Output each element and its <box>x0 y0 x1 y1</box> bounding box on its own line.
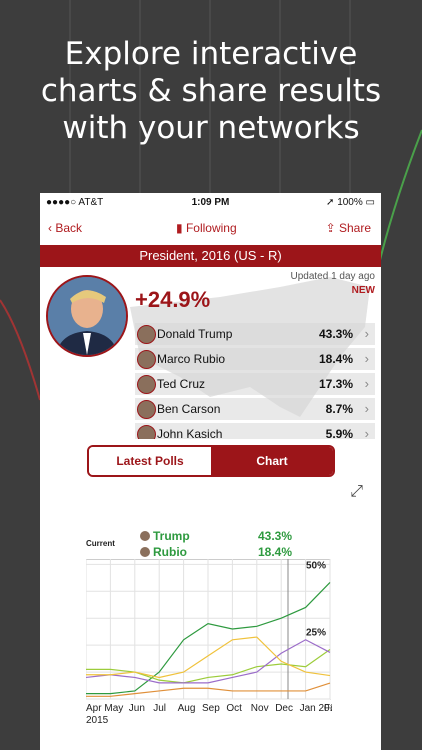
candidate-avatar-icon <box>137 425 156 439</box>
back-button[interactable]: ‹ Back <box>48 221 82 235</box>
series-line <box>86 636 331 679</box>
series-line <box>86 582 331 695</box>
lead-margin: +24.9% <box>135 287 211 312</box>
candidate-name: Ben Carson <box>157 402 221 416</box>
headline: Explore interactive charts & share resul… <box>0 36 422 147</box>
bookmark-icon: ▮ <box>176 221 186 235</box>
candidate-percent: 5.9% <box>325 427 353 439</box>
candidate-avatar-icon <box>140 547 150 557</box>
legend-name: Rubio <box>153 545 187 559</box>
x-tick-label: Apr <box>86 703 102 714</box>
series-line <box>86 682 331 697</box>
candidate-avatar-icon <box>137 325 156 344</box>
phone-screen: ●●●●○ AT&T 1:09 PM ➚ 100% ▭ ‹ Back ▮ Fol… <box>40 193 381 750</box>
x-tick-label: Dec <box>275 703 293 714</box>
candidate-row[interactable]: Ben Carson 8.7% › <box>135 398 375 420</box>
x-year-label: 2015 <box>86 715 109 726</box>
headline-line-3: with your networks <box>62 110 360 146</box>
tab-latest-polls[interactable]: Latest Polls <box>89 447 211 475</box>
candidate-avatar-icon <box>137 350 156 369</box>
legend-name: Trump <box>153 529 190 543</box>
following-button[interactable]: ▮ Following <box>176 221 237 235</box>
candidate-percent: 8.7% <box>325 402 353 416</box>
series-line <box>85 639 331 684</box>
battery-level: 100% <box>337 197 363 208</box>
chevron-left-icon: ‹ <box>48 221 56 235</box>
candidate-percent: 17.3% <box>318 377 353 391</box>
clock: 1:09 PM <box>191 197 230 208</box>
x-tick-label: Oct <box>226 703 242 714</box>
expand-icon[interactable]: ⤢ <box>350 483 363 500</box>
following-label: Following <box>185 221 237 235</box>
legend-row: Rubio 18.4% <box>140 545 350 561</box>
share-label: Share <box>338 221 371 235</box>
x-tick-label: Nov <box>251 703 269 714</box>
x-tick-label: Sep <box>202 703 220 714</box>
x-tick-label: Jan 2016 <box>300 703 332 714</box>
battery: ➚ 100% ▭ <box>326 197 375 208</box>
legend-value: 18.4% <box>258 545 293 559</box>
legend-value: 43.3% <box>258 529 293 543</box>
y-tick-label: 50% <box>306 560 326 571</box>
chevron-right-icon: › <box>364 401 369 416</box>
headline-line-1: Explore interactive <box>64 36 358 72</box>
x-tick-label: Feb <box>324 703 332 714</box>
share-icon: ⇪ <box>325 221 339 235</box>
x-tick-label: Aug <box>178 703 196 714</box>
x-tick-label: May <box>104 703 123 714</box>
candidate-avatar[interactable] <box>46 275 128 357</box>
candidate-name: Ted Cruz <box>157 377 206 391</box>
headline-line-2: charts & share results <box>40 73 382 109</box>
carrier: ●●●●○ AT&T <box>46 197 104 208</box>
candidate-avatar-icon <box>137 400 156 419</box>
candidate-percent: 43.3% <box>318 327 353 341</box>
share-button[interactable]: ⇪ Share <box>326 221 371 235</box>
results-panel: +24.9% Updated 1 day ago NEW Donald Trum… <box>40 267 381 439</box>
candidate-row[interactable]: Marco Rubio 18.4% › <box>135 348 375 370</box>
view-toggle: Latest Polls Chart <box>87 445 335 477</box>
candidate-percent: 18.4% <box>318 352 353 366</box>
candidate-avatar-icon <box>137 375 156 394</box>
chevron-right-icon: › <box>364 326 369 341</box>
chart-legend: Current Trump 43.3% Rubio 18.4% <box>86 529 346 565</box>
chevron-right-icon: › <box>364 351 369 366</box>
chevron-right-icon: › <box>364 376 369 391</box>
new-badge: NEW <box>351 285 375 296</box>
tab-chart[interactable]: Chart <box>211 447 333 475</box>
candidate-name: Donald Trump <box>157 327 233 341</box>
candidate-row[interactable]: John Kasich 5.9% › <box>135 423 375 439</box>
chevron-right-icon: › <box>364 426 369 439</box>
candidate-row[interactable]: Ted Cruz 17.3% › <box>135 373 375 395</box>
candidate-avatar-icon <box>140 531 150 541</box>
back-label: Back <box>55 221 83 235</box>
race-title: President, 2016 (US - R) <box>40 245 381 267</box>
candidate-photo-icon <box>48 277 126 355</box>
candidate-row[interactable]: Donald Trump 43.3% › <box>135 323 375 345</box>
x-tick-label: Jun <box>129 703 145 714</box>
status-bar: ●●●●○ AT&T 1:09 PM ➚ 100% ▭ <box>40 193 381 211</box>
x-tick-label: Jul <box>153 703 166 714</box>
candidate-name: Marco Rubio <box>157 352 226 366</box>
candidate-name: John Kasich <box>157 427 223 439</box>
current-label: Current <box>86 539 115 548</box>
nav-bar: ‹ Back ▮ Following ⇪ Share <box>40 213 381 243</box>
y-tick-label: 25% <box>306 628 326 639</box>
updated-label: Updated 1 day ago <box>290 271 375 282</box>
legend-row: Trump 43.3% <box>140 529 350 545</box>
